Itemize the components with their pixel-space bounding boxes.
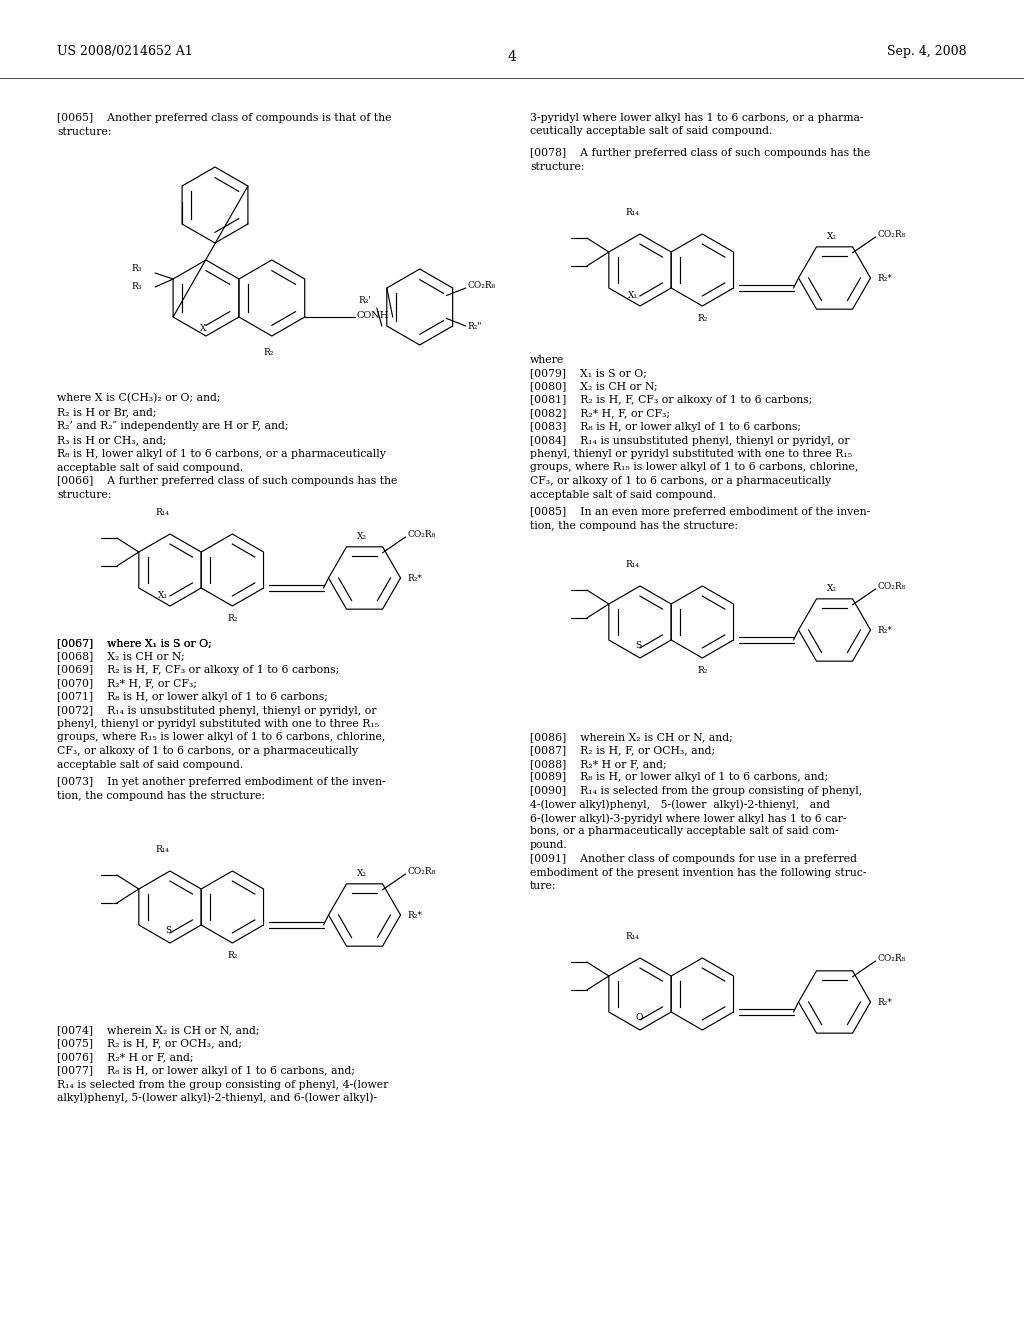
Text: groups, where R₁₅ is lower alkyl of 1 to 6 carbons, chlorine,: groups, where R₁₅ is lower alkyl of 1 to… (530, 462, 858, 473)
Text: R₁₄: R₁₄ (155, 508, 169, 517)
Text: acceptable salt of said compound.: acceptable salt of said compound. (57, 463, 244, 473)
Text: [0089]    R₈ is H, or lower alkyl of 1 to 6 carbons, and;: [0089] R₈ is H, or lower alkyl of 1 to 6… (530, 772, 828, 783)
Text: [0079]    X₁ is S or O;: [0079] X₁ is S or O; (530, 368, 647, 378)
Text: X: X (200, 323, 207, 333)
Text: [0076]    R₂* H or F, and;: [0076] R₂* H or F, and; (57, 1052, 194, 1063)
Text: [0074]    wherein X₂ is CH or N, and;: [0074] wherein X₂ is CH or N, and; (57, 1026, 259, 1035)
Text: R₂: R₂ (227, 614, 238, 623)
Text: [0085]    In an even more preferred embodiment of the inven-
tion, the compound : [0085] In an even more preferred embodim… (530, 507, 870, 531)
Text: [0066]    A further preferred class of such compounds has the
structure:: [0066] A further preferred class of such… (57, 477, 397, 499)
Text: [0070]    R₂* H, F, or CF₃;: [0070] R₂* H, F, or CF₃; (57, 678, 197, 689)
Text: CONH: CONH (356, 312, 389, 319)
Text: R₂: R₂ (697, 314, 708, 323)
Text: 4-(lower alkyl)phenyl,   5-(lower  alkyl)-2-thienyl,   and: 4-(lower alkyl)phenyl, 5-(lower alkyl)-2… (530, 800, 830, 810)
Text: R₂ is H or Br, and;: R₂ is H or Br, and; (57, 407, 157, 417)
Text: R₂’ and R₂″ independently are H or F, and;: R₂’ and R₂″ independently are H or F, an… (57, 421, 289, 432)
Text: R₁₄: R₁₄ (625, 209, 639, 216)
Text: [0078]    A further preferred class of such compounds has the
structure:: [0078] A further preferred class of such… (530, 148, 870, 172)
Text: [0081]    R₂ is H, F, CF₃ or alkoxy of 1 to 6 carbons;: [0081] R₂ is H, F, CF₃ or alkoxy of 1 to… (530, 395, 812, 405)
Text: CF₃, or alkoxy of 1 to 6 carbons, or a pharmaceutically: CF₃, or alkoxy of 1 to 6 carbons, or a p… (57, 746, 358, 756)
Text: [0067]    where X₁ is S or O;: [0067] where X₁ is S or O; (57, 638, 212, 648)
Text: R₁₄: R₁₄ (625, 560, 639, 569)
Text: X₂: X₂ (826, 232, 837, 242)
Text: [0065]    Another preferred class of compounds is that of the
structure:: [0065] Another preferred class of compou… (57, 114, 391, 136)
Text: R₁₄ is selected from the group consisting of phenyl, 4-(lower: R₁₄ is selected from the group consistin… (57, 1078, 388, 1089)
Text: R₂: R₂ (697, 667, 708, 675)
Text: alkyl)phenyl, 5-(lower alkyl)-2-thienyl, and 6-(lower alkyl)-: alkyl)phenyl, 5-(lower alkyl)-2-thienyl,… (57, 1093, 377, 1104)
Text: bons, or a pharmaceutically acceptable salt of said com-: bons, or a pharmaceutically acceptable s… (530, 826, 839, 837)
Text: [0080]    X₂ is CH or N;: [0080] X₂ is CH or N; (530, 381, 657, 392)
Text: [0073]    In yet another preferred embodiment of the inven-
tion, the compound h: [0073] In yet another preferred embodime… (57, 777, 386, 801)
Text: R₃: R₃ (131, 264, 141, 273)
Text: [0087]    R₂ is H, F, or OCH₃, and;: [0087] R₂ is H, F, or OCH₃, and; (530, 746, 715, 755)
Text: R₂: R₂ (227, 950, 238, 960)
Text: 4: 4 (508, 50, 516, 63)
Text: [0071]    R₈ is H, or lower alkyl of 1 to 6 carbons;: [0071] R₈ is H, or lower alkyl of 1 to 6… (57, 692, 328, 702)
Text: phenyl, thienyl or pyridyl substituted with one to three R₁₅: phenyl, thienyl or pyridyl substituted w… (530, 449, 852, 459)
Text: X₂: X₂ (356, 532, 367, 541)
Text: where X is C(CH₃)₂ or O; and;: where X is C(CH₃)₂ or O; and; (57, 393, 220, 404)
Text: CO₂R₈: CO₂R₈ (408, 867, 436, 876)
Text: [0090]    R₁₄ is selected from the group consisting of phenyl,: [0090] R₁₄ is selected from the group co… (530, 785, 862, 796)
Text: CO₂R₈: CO₂R₈ (408, 531, 436, 539)
Text: O: O (635, 1014, 642, 1022)
Text: pound.: pound. (530, 840, 567, 850)
Text: [0075]    R₂ is H, F, or OCH₃, and;: [0075] R₂ is H, F, or OCH₃, and; (57, 1039, 242, 1048)
Text: [0068]    X₂ is CH or N;: [0068] X₂ is CH or N; (57, 652, 184, 661)
Text: CF₃, or alkoxy of 1 to 6 carbons, or a pharmaceutically: CF₃, or alkoxy of 1 to 6 carbons, or a p… (530, 477, 831, 486)
Text: R₂*: R₂* (408, 574, 423, 583)
Text: [0067]    where X₁ is S or O;: [0067] where X₁ is S or O; (57, 638, 212, 648)
Text: CO₂R₈: CO₂R₈ (878, 954, 906, 964)
Text: S: S (635, 642, 641, 651)
Text: acceptable salt of said compound.: acceptable salt of said compound. (530, 490, 716, 499)
Text: [0082]    R₂* H, F, or CF₃;: [0082] R₂* H, F, or CF₃; (530, 408, 670, 418)
Text: R₂": R₂" (468, 322, 482, 331)
Text: [0088]    R₂* H or F, and;: [0088] R₂* H or F, and; (530, 759, 667, 770)
Text: R₈ is H, lower alkyl of 1 to 6 carbons, or a pharmaceutically: R₈ is H, lower alkyl of 1 to 6 carbons, … (57, 449, 386, 459)
Text: CO₂R₈: CO₂R₈ (468, 281, 496, 290)
Text: S: S (165, 927, 171, 935)
Text: acceptable salt of said compound.: acceptable salt of said compound. (57, 759, 244, 770)
Text: [0084]    R₁₄ is unsubstituted phenyl, thienyl or pyridyl, or: [0084] R₁₄ is unsubstituted phenyl, thie… (530, 436, 850, 446)
Text: R₁₄: R₁₄ (625, 932, 639, 941)
Text: [0083]    R₈ is H, or lower alkyl of 1 to 6 carbons;: [0083] R₈ is H, or lower alkyl of 1 to 6… (530, 422, 801, 432)
Text: R₂': R₂' (358, 296, 372, 305)
Text: R₂*: R₂* (408, 911, 423, 920)
Text: groups, where R₁₅ is lower alkyl of 1 to 6 carbons, chlorine,: groups, where R₁₅ is lower alkyl of 1 to… (57, 733, 385, 742)
Text: embodiment of the present invention has the following struc-: embodiment of the present invention has … (530, 867, 866, 878)
Text: R₂*: R₂* (878, 275, 892, 282)
Text: CO₂R₈: CO₂R₈ (878, 230, 906, 239)
Text: X₂: X₂ (356, 869, 367, 878)
Text: CO₂R₈: CO₂R₈ (878, 582, 906, 591)
Text: [0091]    Another class of compounds for use in a preferred: [0091] Another class of compounds for us… (530, 854, 857, 865)
Text: R₃ is H or CH₃, and;: R₃ is H or CH₃, and; (57, 436, 167, 445)
Text: R₁₄: R₁₄ (155, 845, 169, 854)
Text: [0069]    R₂ is H, F, CF₃ or alkoxy of 1 to 6 carbons;: [0069] R₂ is H, F, CF₃ or alkoxy of 1 to… (57, 665, 339, 675)
Text: R₂*: R₂* (878, 626, 892, 635)
Text: R₃: R₃ (131, 282, 141, 290)
Text: ture:: ture: (530, 880, 556, 891)
Text: 3-pyridyl where lower alkyl has 1 to 6 carbons, or a pharma-: 3-pyridyl where lower alkyl has 1 to 6 c… (530, 114, 863, 123)
Text: R₂*: R₂* (878, 998, 892, 1007)
Text: R₂: R₂ (264, 348, 274, 356)
Text: X₂: X₂ (826, 583, 837, 593)
Text: X₁: X₁ (158, 591, 168, 601)
Text: [0072]    R₁₄ is unsubstituted phenyl, thienyl or pyridyl, or: [0072] R₁₄ is unsubstituted phenyl, thie… (57, 705, 377, 715)
Text: [0086]    wherein X₂ is CH or N, and;: [0086] wherein X₂ is CH or N, and; (530, 733, 733, 742)
Text: X₁: X₁ (628, 290, 638, 300)
Text: Sep. 4, 2008: Sep. 4, 2008 (888, 45, 967, 58)
Text: 6-(lower alkyl)-3-pyridyl where lower alkyl has 1 to 6 car-: 6-(lower alkyl)-3-pyridyl where lower al… (530, 813, 847, 824)
Text: ceutically acceptable salt of said compound.: ceutically acceptable salt of said compo… (530, 127, 772, 136)
Text: [0077]    R₈ is H, or lower alkyl of 1 to 6 carbons, and;: [0077] R₈ is H, or lower alkyl of 1 to 6… (57, 1065, 355, 1076)
Text: phenyl, thienyl or pyridyl substituted with one to three R₁₅: phenyl, thienyl or pyridyl substituted w… (57, 719, 379, 729)
Text: where: where (530, 355, 564, 366)
Text: US 2008/0214652 A1: US 2008/0214652 A1 (57, 45, 193, 58)
